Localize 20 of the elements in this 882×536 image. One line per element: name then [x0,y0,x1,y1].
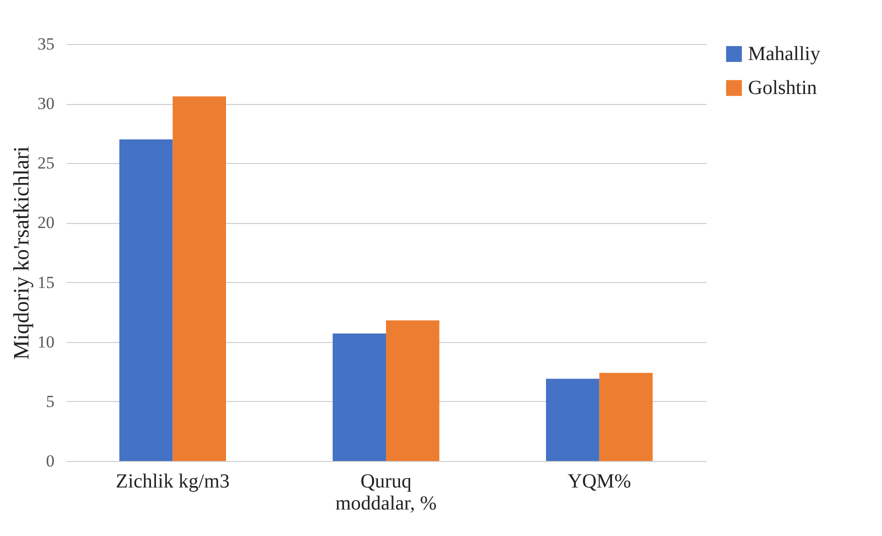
bar [546,378,600,461]
legend-label: Mahalliy [748,43,820,65]
bar [599,372,653,461]
y-tick-label: 30 [38,94,54,114]
y-tick-label: 5 [46,392,54,411]
bar [172,96,226,461]
y-tick-label: 15 [38,272,54,292]
x-tick-label: Quruq moddalar, % [335,470,437,514]
legend-label: Golshtin [748,77,817,99]
x-tick-label: Zichlik kg/m3 [116,470,230,492]
y-tick-label: 20 [38,213,54,232]
y-tick-label: 35 [38,34,54,54]
x-tick-label: YQM% [568,470,632,492]
bar [386,320,440,461]
y-tick-label: 0 [46,452,54,470]
bar [332,334,386,461]
y-tick-label: 10 [38,332,54,352]
bar [119,139,173,461]
y-tick-label: 25 [38,154,54,173]
y-axis-title: Miqdoriy ko'rsatkichlari [8,146,34,360]
